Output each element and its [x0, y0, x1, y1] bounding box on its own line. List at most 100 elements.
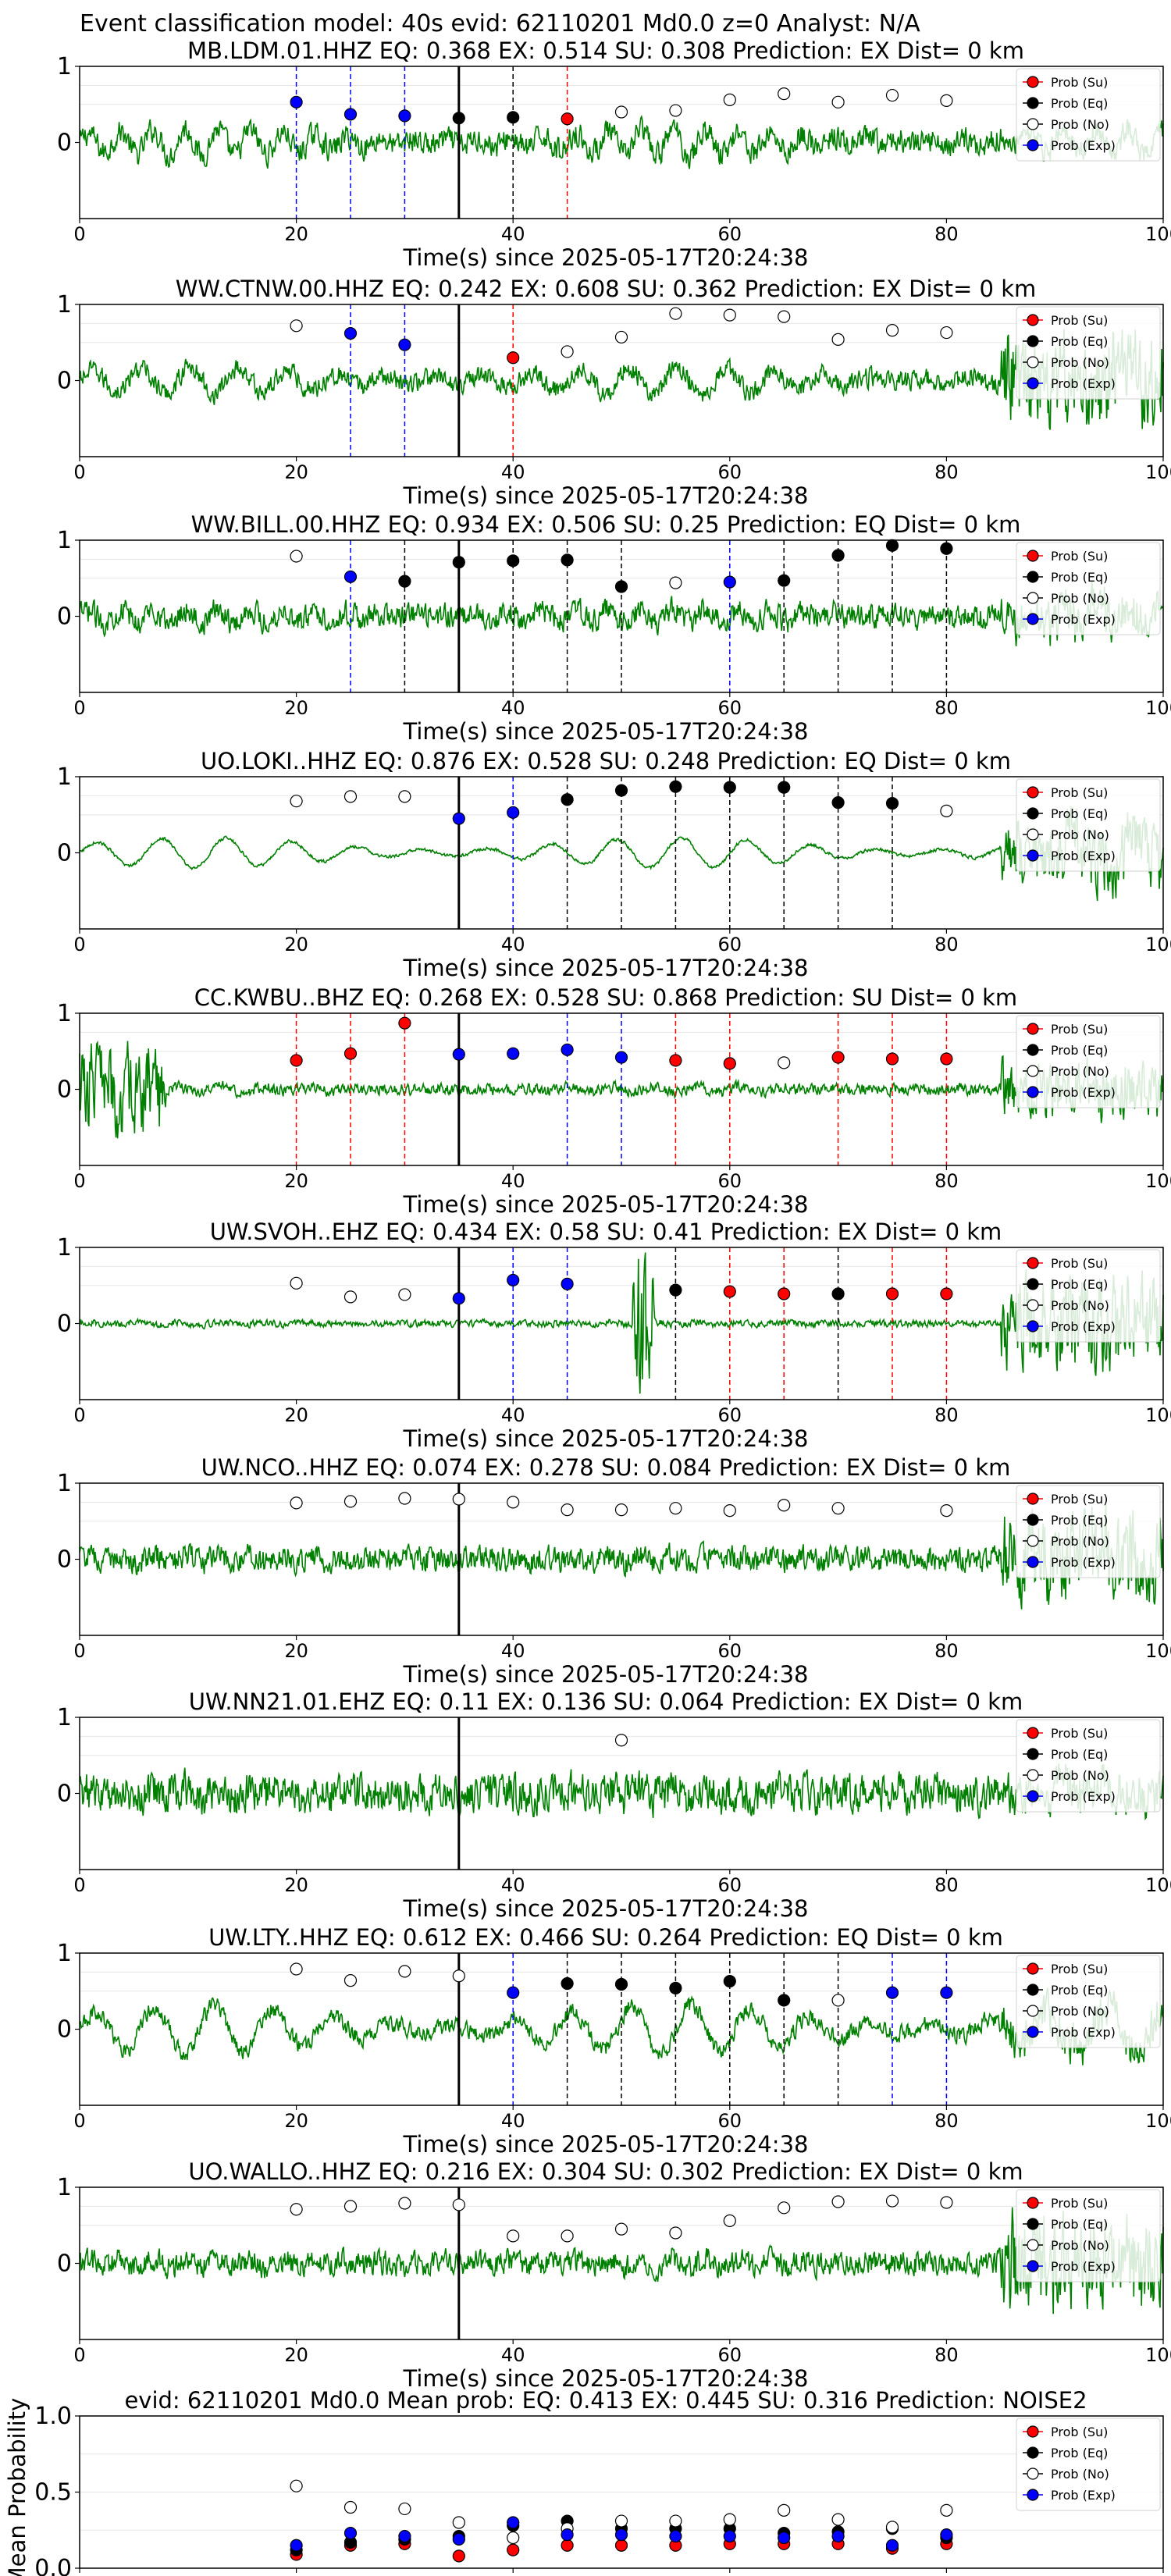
panel-title: UW.SVOH..EHZ EQ: 0.434 EX: 0.58 SU: 0.41…	[210, 1219, 1002, 1245]
legend: Prob (Su) Prob (Eq) Prob (No) Prob (Exp)	[1016, 306, 1161, 400]
marker-probsu	[507, 2543, 520, 2556]
marker-probno	[398, 1965, 411, 1978]
marker-probno	[507, 2531, 520, 2545]
panel-title: UW.NCO..HHZ EQ: 0.074 EX: 0.278 SU: 0.08…	[201, 1454, 1011, 1481]
legend-box	[1016, 1249, 1161, 1343]
x-axis-label: Time(s) since 2025-05-17T20:24:38	[403, 2365, 809, 2392]
marker-probexp	[561, 1043, 574, 1056]
chart-panel: UW.SVOH..EHZ EQ: 0.434 EX: 0.58 SU: 0.41…	[57, 1219, 1171, 1452]
marker-probexp	[290, 95, 303, 109]
x-tick-label: 100	[1145, 697, 1171, 719]
legend-label: Prob (Exp)	[1051, 1085, 1116, 1100]
legend-marker	[1027, 828, 1039, 841]
marker-probsu	[669, 1054, 682, 1067]
x-axis-label: Time(s) since 2025-05-17T20:24:38	[403, 955, 809, 981]
legend-label: Prob (Exp)	[1051, 2025, 1116, 2040]
legend-marker	[1027, 1748, 1039, 1760]
marker-probno	[398, 1492, 411, 1505]
x-tick-label: 40	[501, 1874, 525, 1896]
x-tick-label: 100	[1145, 934, 1171, 955]
marker-probno	[290, 319, 303, 333]
marker-probeq	[507, 554, 520, 568]
legend-box	[1016, 1955, 1161, 2048]
marker-probno	[343, 1974, 358, 1987]
x-tick-label: 40	[501, 461, 525, 483]
legend-label: Prob (Eq)	[1051, 1983, 1108, 1998]
y-tick-label: 0	[57, 130, 72, 157]
marker-probno	[940, 2503, 953, 2517]
marker-probno	[669, 104, 682, 117]
x-tick-label: 0	[73, 223, 85, 245]
marker-probno	[778, 87, 791, 101]
panel-title: UO.WALLO..HHZ EQ: 0.216 EX: 0.304 SU: 0.…	[188, 2158, 1023, 2185]
legend-marker	[1027, 1535, 1039, 1547]
marker-probno	[940, 326, 953, 340]
y-tick-label: 1	[57, 291, 72, 318]
x-tick-label: 60	[718, 1170, 742, 1192]
waveform-trace	[79, 1504, 1164, 1610]
x-tick-label: 0	[73, 461, 85, 483]
marker-probsu	[561, 2539, 574, 2552]
marker-probno	[669, 576, 682, 589]
legend-marker	[1027, 139, 1039, 151]
legend-label: Prob (Exp)	[1051, 1319, 1116, 1334]
marker-probexp	[507, 1047, 520, 1060]
x-tick-label: 40	[501, 2110, 525, 2132]
legend-box	[1016, 778, 1161, 872]
x-tick-label: 20	[284, 697, 308, 719]
x-tick-label: 80	[934, 1404, 959, 1426]
x-tick-label: 80	[934, 1640, 959, 1662]
x-tick-label: 20	[284, 1874, 308, 1896]
legend-marker	[1027, 2005, 1039, 2017]
legend-label: Prob (Exp)	[1051, 1555, 1116, 1570]
marker-probexp	[452, 1048, 465, 1061]
marker-probno	[940, 804, 953, 817]
marker-probsu	[778, 1287, 791, 1300]
marker-probexp	[885, 2539, 899, 2552]
marker-probno	[669, 1502, 682, 1515]
legend-marker	[1027, 118, 1039, 130]
y-tick-label: 0	[57, 368, 72, 395]
legend-label: Prob (Eq)	[1051, 334, 1108, 349]
marker-probno	[290, 1496, 303, 1510]
legend-marker	[1027, 1962, 1039, 1975]
marker-probeq	[452, 112, 465, 125]
legend-marker	[1027, 2467, 1039, 2480]
legend-box	[1016, 306, 1161, 400]
legend-label: Prob (Exp)	[1051, 1789, 1116, 1804]
marker-probno	[723, 93, 736, 107]
marker-probno	[398, 1288, 411, 1301]
x-tick-label: 40	[501, 697, 525, 719]
marker-probexp	[885, 1986, 899, 1999]
marker-probeq	[723, 781, 736, 794]
x-tick-label: 100	[1145, 2573, 1171, 2576]
x-axis-label: Time(s) since 2025-05-17T20:24:38	[403, 718, 809, 745]
marker-probno	[778, 1499, 791, 1512]
marker-probeq	[885, 797, 899, 810]
waveform-trace	[79, 1763, 1164, 1820]
marker-probno	[290, 795, 303, 808]
legend-marker	[1027, 335, 1039, 347]
marker-probsu	[723, 1057, 736, 1070]
marker-probno	[614, 1734, 628, 1747]
x-tick-label: 100	[1145, 1874, 1171, 1896]
figure-title: Event classification model: 40s evid: 62…	[80, 10, 920, 37]
marker-probexp	[343, 108, 358, 121]
marker-probno	[778, 2201, 791, 2215]
x-tick-label: 80	[934, 697, 959, 719]
x-tick-label: 80	[934, 1874, 959, 1896]
legend-marker	[1027, 786, 1039, 799]
marker-probno	[831, 1994, 845, 2007]
x-tick-label: 20	[284, 1170, 308, 1192]
marker-probno	[290, 2203, 303, 2216]
marker-probeq	[614, 580, 628, 593]
x-tick-label: 40	[501, 1170, 525, 1192]
legend-marker	[1027, 1023, 1039, 1035]
marker-probexp	[669, 2529, 682, 2543]
x-axis-label: Time(s) since 2025-05-17T20:24:38	[403, 1425, 809, 1452]
marker-probno	[452, 2516, 465, 2529]
x-tick-label: 60	[718, 1640, 742, 1662]
legend-label: Prob (No)	[1051, 2467, 1109, 2482]
legend-marker	[1027, 2197, 1039, 2209]
y-axis-label: Mean Probability	[4, 2398, 30, 2576]
